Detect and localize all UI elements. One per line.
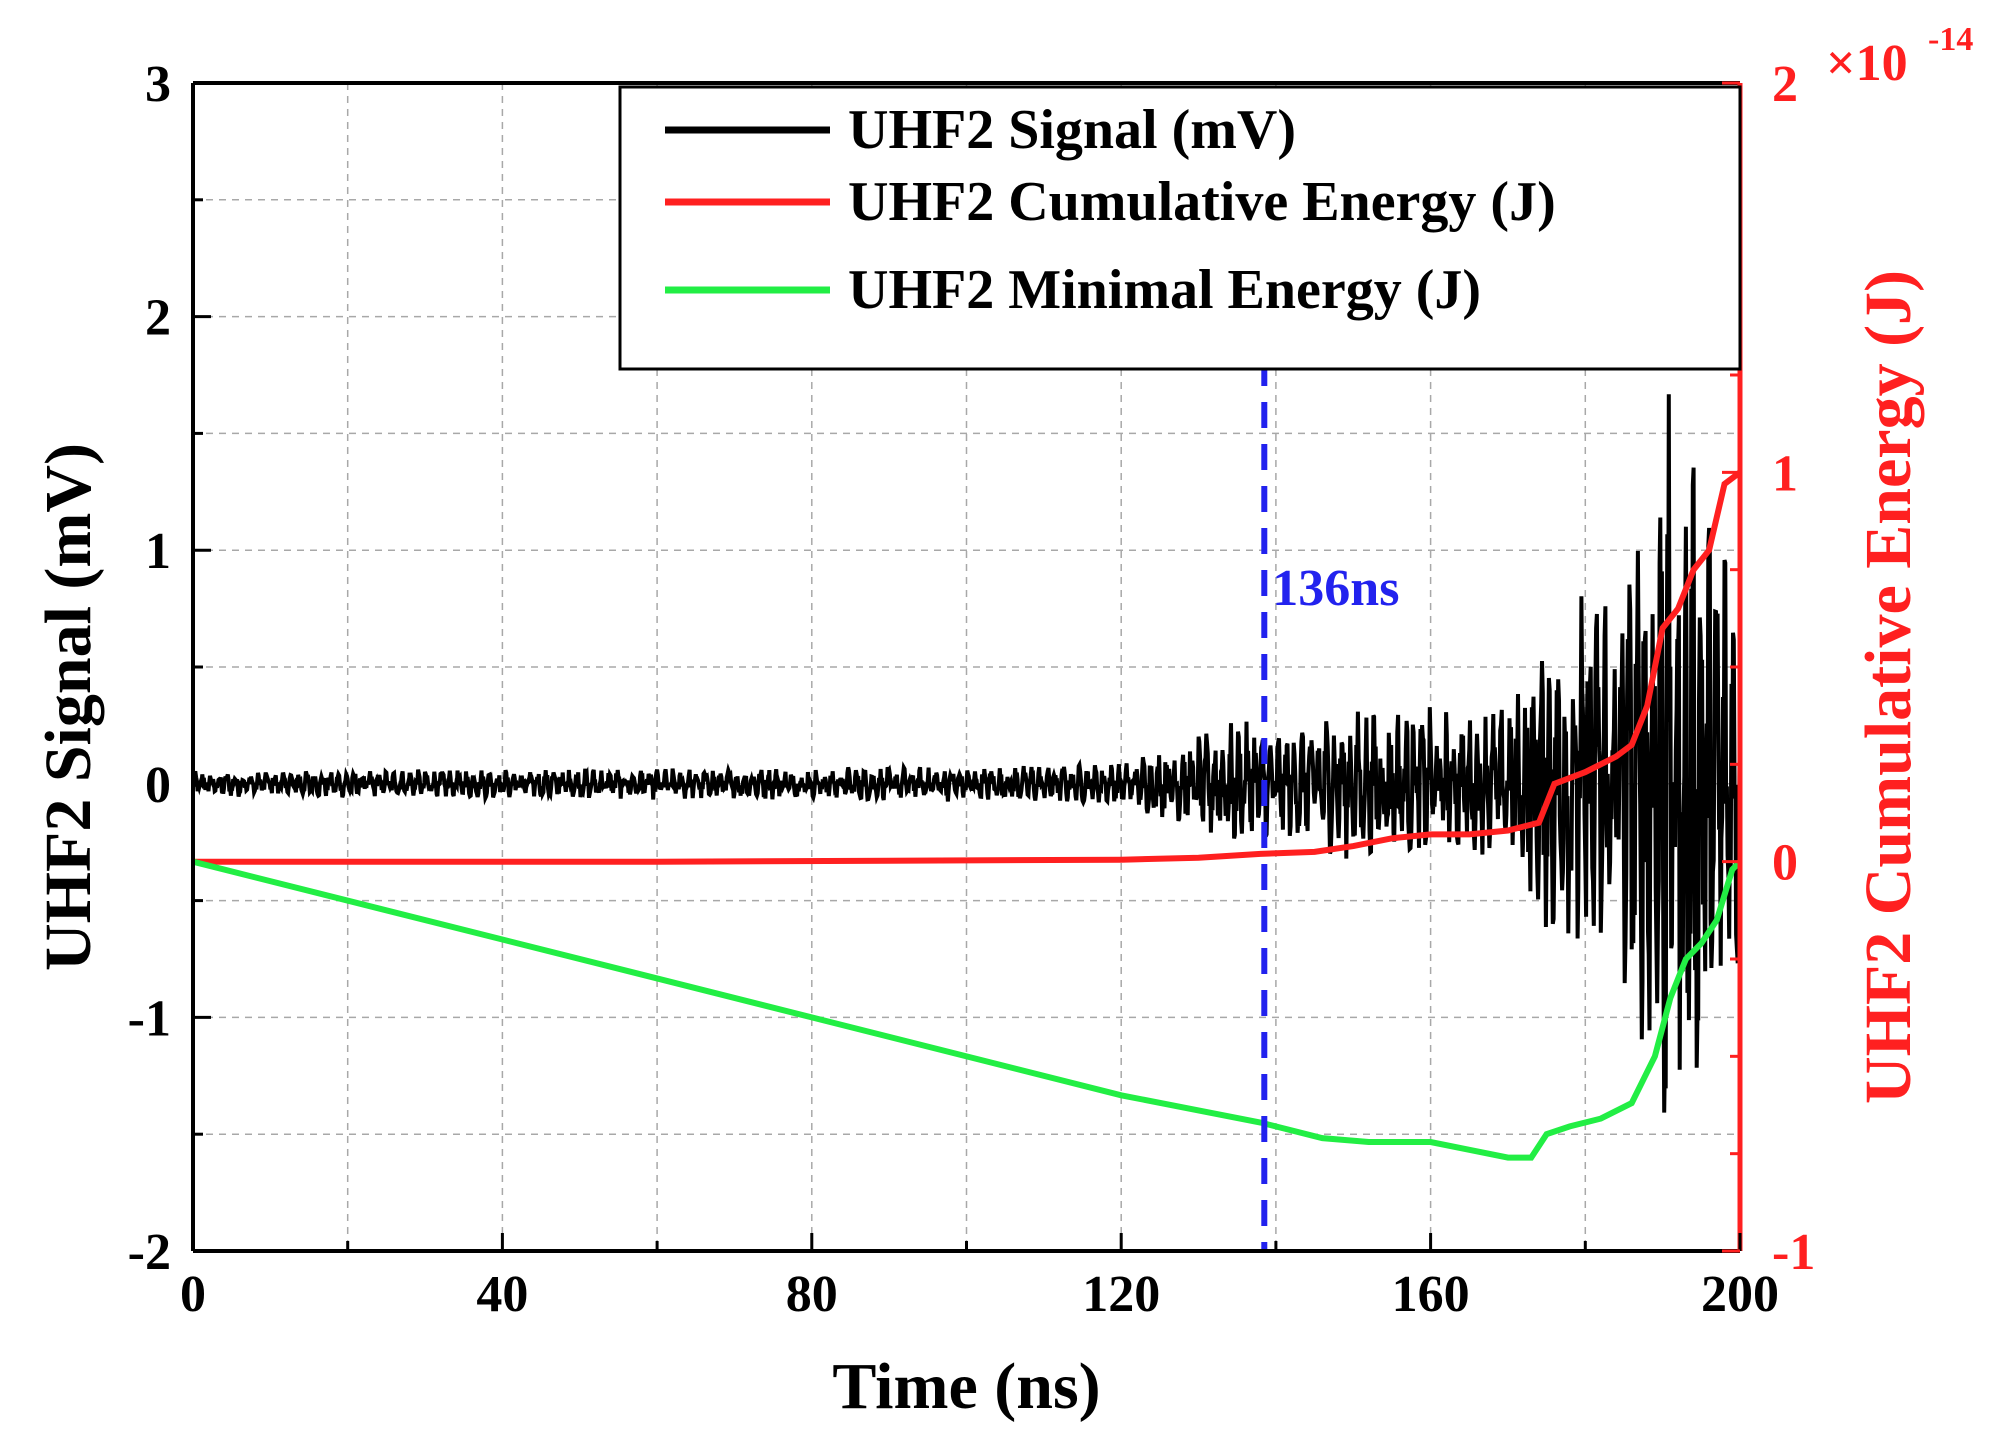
y-tick-label: -2: [128, 1224, 171, 1281]
legend-entry-label: UHF2 Cumulative Energy (J): [848, 171, 1556, 233]
y-tick-label: 1: [145, 523, 171, 580]
x-tick-label: 0: [180, 1266, 206, 1323]
x-tick-label: 200: [1701, 1266, 1779, 1323]
y2-axis-title: UHF2 Cumulative Energy (J): [1852, 270, 1925, 1104]
y2-tick-label: 1: [1772, 445, 1798, 502]
legend-entry-label: UHF2 Minimal Energy (J): [848, 259, 1481, 321]
legend-entry-label: UHF2 Signal (mV): [848, 99, 1296, 161]
y-tick-label: 3: [145, 56, 171, 113]
y2-tick-label: 2: [1772, 56, 1798, 113]
x-axis-title: Time (ns): [832, 1350, 1100, 1423]
y2-tick-label: -1: [1772, 1224, 1815, 1281]
y2-multiplier-exponent: -14: [1928, 21, 1973, 58]
axes-layer: 0 40 80 120 160 200 3 2 1 0 -1 -2 2 1 0 -1 ×10 -14 Time (n…: [32, 21, 1973, 1423]
x-tick-label: 40: [476, 1266, 528, 1323]
cumulative-energy-series-line: [193, 469, 1742, 865]
legend-box: [618, 85, 1742, 371]
y-tick-label: 0: [145, 757, 171, 814]
x-tick-label: 120: [1082, 1266, 1160, 1323]
y-tick-label: 2: [145, 290, 171, 347]
time-marker-label: 136ns: [1272, 560, 1399, 617]
legend: UHF2 Signal (mV) UHF2 Cumulative Energy (…: [618, 85, 1742, 371]
marker-layer: 136ns: [1261, 360, 1399, 1251]
y2-tick-label: 0: [1772, 835, 1798, 892]
y-axis-title: UHF2 Signal (mV): [32, 443, 105, 971]
signal-series-line: [191, 394, 1742, 1113]
minimal-energy-series-line: [192, 858, 1743, 1161]
series-layer: [191, 394, 1743, 1161]
y-tick-label: -1: [128, 990, 171, 1047]
y2-multiplier-label: ×10: [1826, 35, 1908, 92]
x-tick-label: 160: [1392, 1266, 1470, 1323]
x-tick-label: 80: [786, 1266, 838, 1323]
